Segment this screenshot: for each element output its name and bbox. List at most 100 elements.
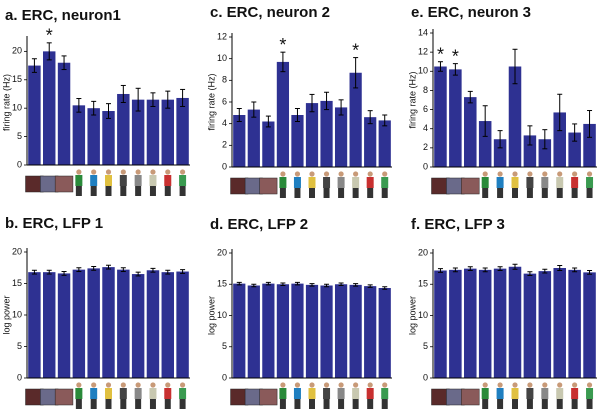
person-head — [527, 382, 533, 388]
error-bar — [106, 103, 111, 119]
person-body — [511, 177, 519, 188]
person-body — [179, 175, 187, 186]
person-head — [557, 382, 563, 388]
bar — [276, 284, 290, 378]
bar — [583, 272, 596, 378]
person-head — [280, 382, 286, 388]
person-body — [90, 388, 98, 399]
person-head — [353, 171, 359, 177]
person-legs — [120, 399, 127, 409]
stimulus-strip — [25, 382, 187, 409]
error-bar — [251, 283, 257, 288]
bar — [57, 273, 71, 378]
y-tick-label: 0 — [17, 159, 22, 169]
error-bar — [76, 267, 82, 273]
error-bar — [482, 105, 488, 137]
error-bar — [382, 114, 388, 127]
error-bar — [353, 57, 359, 89]
y-axis-label: firing rate (Hz) — [1, 74, 11, 131]
error-bar — [31, 58, 37, 73]
bar — [523, 135, 537, 167]
error-bar — [91, 265, 97, 271]
bar — [176, 271, 189, 378]
error-bar — [367, 110, 373, 125]
y-tick-label: 15 — [12, 278, 22, 288]
y-tick-label: 20 — [217, 247, 227, 257]
person-head — [309, 171, 315, 177]
bar — [247, 285, 260, 378]
person-head — [382, 382, 388, 388]
bar — [478, 121, 492, 167]
y-tick-label: 12 — [418, 47, 428, 57]
y-tick-label: 0 — [222, 372, 227, 382]
person-legs — [526, 399, 533, 409]
bar — [87, 268, 100, 378]
person-legs — [75, 186, 82, 196]
person-legs — [105, 399, 112, 409]
bar — [583, 123, 596, 167]
error-bar — [572, 123, 578, 142]
person-head — [338, 171, 344, 177]
person-head — [105, 169, 112, 175]
bar — [449, 69, 462, 167]
person-head — [497, 171, 503, 177]
person-legs — [556, 188, 563, 198]
person-head — [542, 171, 548, 177]
error-bar — [165, 90, 171, 109]
y-tick-label: 15 — [12, 74, 22, 84]
error-bar — [497, 130, 503, 149]
bar — [291, 283, 304, 378]
person-body — [586, 388, 594, 399]
person-body — [293, 177, 301, 188]
person-body — [526, 177, 534, 188]
person-head — [586, 382, 593, 388]
error-bar — [91, 100, 97, 116]
bar — [291, 115, 304, 167]
error-bar — [61, 271, 67, 276]
person-body — [75, 388, 83, 399]
y-tick-label: 15 — [217, 279, 227, 289]
person-legs — [556, 399, 563, 409]
bar — [464, 97, 477, 167]
y-tick-label: 4 — [222, 118, 227, 128]
bar — [161, 272, 174, 378]
error-bar — [467, 90, 473, 104]
person-head — [338, 382, 344, 388]
bar — [28, 272, 41, 378]
scene-image — [259, 177, 278, 195]
stimulus-strip — [431, 171, 594, 198]
person-body — [164, 388, 172, 399]
y-tick-label: 0 — [17, 372, 22, 382]
person-head — [280, 171, 286, 177]
bar — [72, 105, 86, 165]
error-bar — [382, 286, 388, 290]
bar — [349, 72, 362, 167]
y-tick-label: 10 — [418, 66, 428, 76]
error-bar — [482, 267, 488, 273]
bar — [523, 273, 537, 378]
bar — [568, 269, 581, 378]
bar — [538, 139, 552, 167]
person-body — [323, 388, 331, 399]
y-tick-label: 6 — [222, 96, 227, 106]
scene-image — [259, 388, 278, 406]
person-head — [135, 169, 141, 175]
error-bar — [265, 281, 271, 286]
y-tick-label: 2 — [222, 140, 227, 150]
person-body — [556, 388, 564, 399]
y-tick-label: 20 — [12, 246, 22, 256]
person-legs — [571, 399, 578, 409]
bar — [349, 284, 362, 378]
error-bar — [150, 267, 156, 273]
person-legs — [338, 399, 345, 409]
person-body — [496, 177, 504, 188]
error-bar — [367, 284, 373, 288]
person-body — [571, 388, 579, 399]
person-head — [527, 171, 533, 177]
person-body — [179, 388, 187, 399]
y-tick-label: 5 — [423, 341, 428, 351]
person-legs — [179, 186, 186, 196]
person-legs — [541, 188, 548, 198]
stimulus-strip — [25, 169, 187, 196]
